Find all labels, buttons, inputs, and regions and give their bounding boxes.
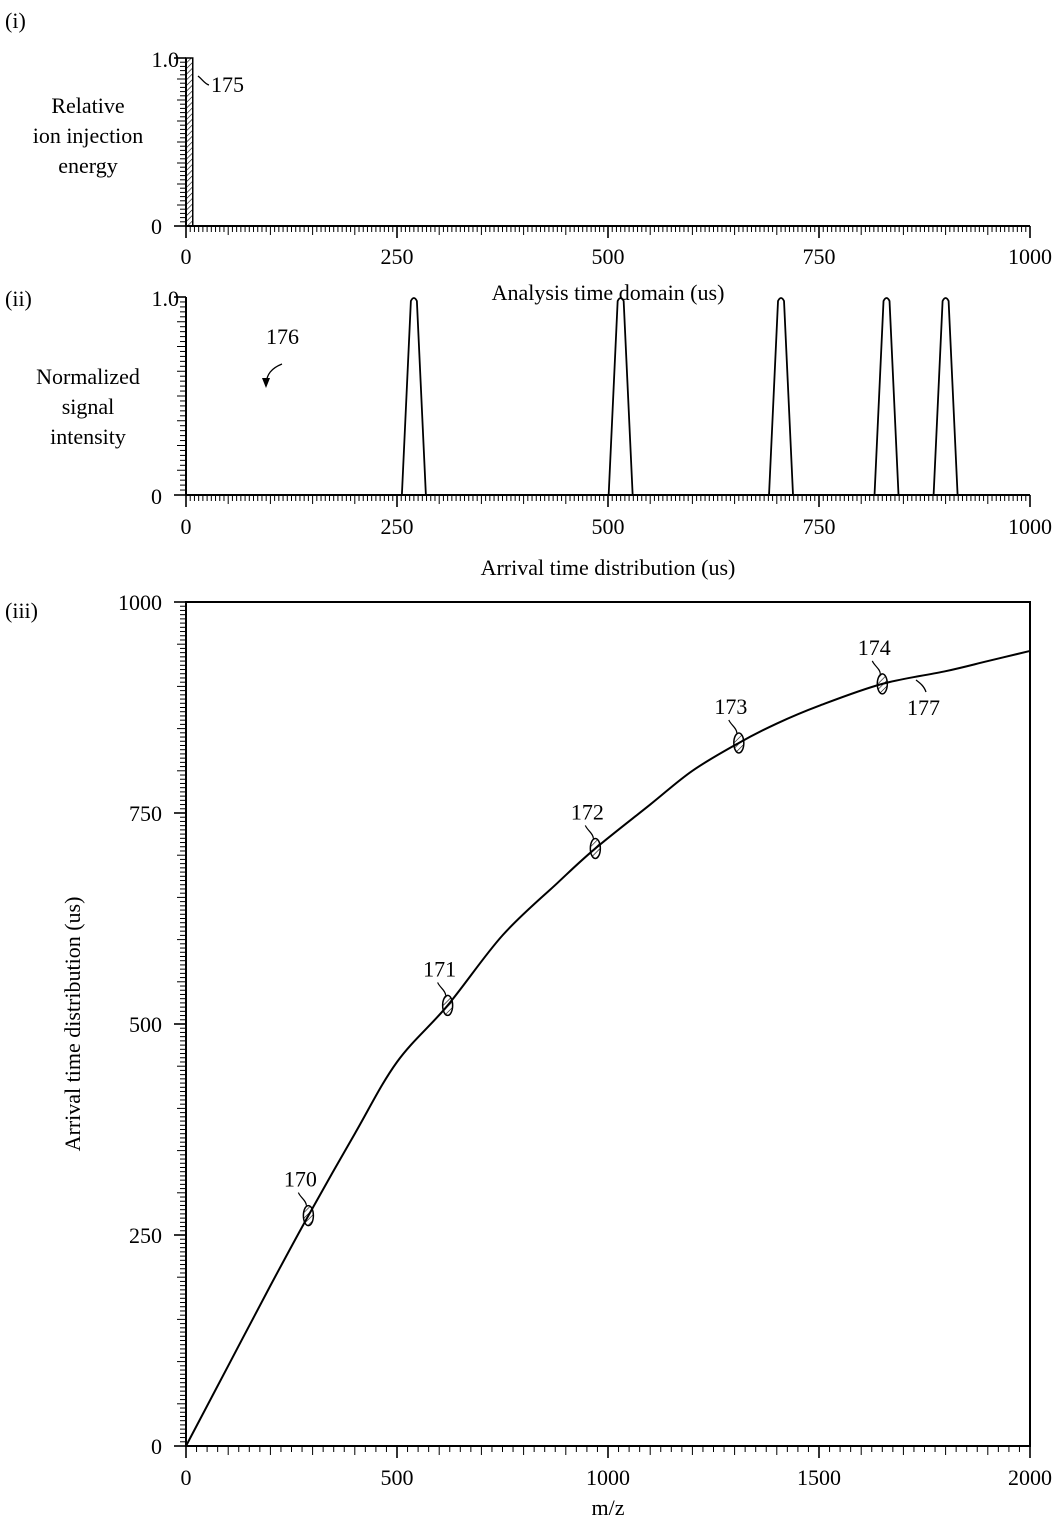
ref-177-label: 177 bbox=[907, 695, 940, 720]
panel-ii-label: (ii) bbox=[5, 286, 32, 311]
point-173 bbox=[733, 732, 745, 754]
panel-iii-xtick-500: 500 bbox=[381, 1465, 414, 1490]
panel-ii-xtick-500: 500 bbox=[592, 514, 625, 539]
ref-175-label: 175 bbox=[211, 72, 244, 97]
panel-ii-xtick-0: 0 bbox=[181, 514, 192, 539]
point-171-label: 171 bbox=[423, 956, 456, 981]
ref-177-leader bbox=[915, 679, 927, 693]
panel-iii-xtick-1000: 1000 bbox=[586, 1465, 630, 1490]
panel-ii-xtick-1000: 1000 bbox=[1008, 514, 1052, 539]
panel-iii-ytick-500: 500 bbox=[129, 1012, 162, 1037]
signal-peak-2 bbox=[607, 297, 634, 496]
panel-i-xtick-0: 0 bbox=[181, 244, 192, 269]
panel-ii: (ii) Normalized signal intensity 0 1.0 1… bbox=[5, 286, 1052, 580]
point-172-label: 172 bbox=[571, 799, 604, 824]
panel-ii-ticks bbox=[174, 296, 1031, 507]
ref-176-label: 176 bbox=[266, 324, 299, 349]
panel-i-ytick-0: 0 bbox=[151, 214, 162, 239]
panel-ii-ytick-0: 0 bbox=[151, 484, 162, 509]
panel-iii-ticks bbox=[174, 601, 1031, 1458]
panel-iii-xtick-1500: 1500 bbox=[797, 1465, 841, 1490]
point-170-label: 170 bbox=[284, 1167, 317, 1192]
panel-iii-xtick-2000: 2000 bbox=[1008, 1465, 1052, 1490]
panel-iii-plot-frame bbox=[185, 601, 1031, 1447]
signal-peak-5 bbox=[932, 297, 959, 496]
panel-ii-peaks bbox=[400, 297, 959, 496]
point-174-leader bbox=[871, 660, 881, 674]
panel-i-ticks bbox=[174, 57, 1031, 238]
point-171 bbox=[441, 994, 454, 1017]
panel-iii-xtick-labels: 0 500 1000 1500 2000 bbox=[181, 1465, 1053, 1490]
panel-i-xtick-750: 750 bbox=[803, 244, 836, 269]
panel-ii-xlabel: Arrival time distribution (us) bbox=[481, 555, 736, 580]
point-174-label: 174 bbox=[858, 635, 891, 660]
signal-peak-4 bbox=[873, 297, 900, 496]
panel-ii-xtick-750: 750 bbox=[803, 514, 836, 539]
panel-ii-xtick-labels: 0 250 500 750 1000 bbox=[181, 514, 1053, 539]
panel-i-xtick-1000: 1000 bbox=[1008, 244, 1052, 269]
point-172 bbox=[589, 837, 602, 860]
panel-ii-ytick-1: 1.0 bbox=[152, 286, 180, 311]
injection-energy-bar bbox=[185, 57, 194, 227]
panel-i-xtick-250: 250 bbox=[381, 244, 414, 269]
ref-175-leader bbox=[197, 75, 210, 86]
panel-ii-ylabel-line-2: signal bbox=[62, 394, 115, 419]
panel-iii-ytick-0: 0 bbox=[151, 1434, 162, 1459]
panel-i-ytick-1: 1.0 bbox=[152, 47, 180, 72]
point-172-leader bbox=[584, 825, 594, 839]
panel-ii-ylabel-line-1: Normalized bbox=[36, 364, 140, 389]
ref-176-leader bbox=[265, 363, 283, 387]
panel-ii-xtick-250: 250 bbox=[381, 514, 414, 539]
point-170 bbox=[302, 1204, 315, 1227]
panel-i: (i) Relative ion injection energy 0 1.0 … bbox=[5, 8, 1052, 305]
point-173-leader bbox=[728, 719, 738, 734]
panel-iii-ytick-250: 250 bbox=[129, 1223, 162, 1248]
panel-i-label: (i) bbox=[5, 8, 26, 33]
calibration-points: 170 171 172 173 174 bbox=[284, 635, 891, 1227]
point-171-leader bbox=[437, 982, 447, 996]
ref-176-arrowhead bbox=[262, 378, 270, 388]
panel-iii: (iii) 0 250 500 750 1000 Arrival time di… bbox=[5, 590, 1052, 1520]
point-173-label: 173 bbox=[714, 694, 747, 719]
panel-iii-xtick-0: 0 bbox=[181, 1465, 192, 1490]
calibration-curve bbox=[185, 649, 1031, 1447]
panel-i-xlabel: Analysis time domain (us) bbox=[492, 280, 725, 305]
signal-peak-3 bbox=[768, 297, 794, 496]
signal-peak-1 bbox=[400, 297, 427, 496]
panel-i-xtick-labels: 0 250 500 750 1000 bbox=[181, 244, 1053, 269]
panel-iii-label: (iii) bbox=[5, 598, 38, 623]
point-170-leader bbox=[297, 1192, 307, 1206]
panel-iii-ytick-1000: 1000 bbox=[118, 590, 162, 615]
panel-iii-ytick-labels: 0 250 500 750 1000 bbox=[118, 590, 162, 1459]
point-174 bbox=[876, 673, 889, 695]
panel-i-ylabel-line-3: energy bbox=[58, 153, 117, 178]
panel-iii-ytick-750: 750 bbox=[129, 801, 162, 826]
panel-ii-ylabel-line-3: intensity bbox=[50, 424, 126, 449]
panel-i-ylabel-line-2: ion injection bbox=[33, 123, 144, 148]
panel-i-ylabel-line-1: Relative bbox=[51, 93, 124, 118]
panel-iii-ylabel: Arrival time distribution (us) bbox=[60, 897, 85, 1152]
panel-i-xtick-500: 500 bbox=[592, 244, 625, 269]
panel-iii-xlabel: m/z bbox=[592, 1495, 625, 1520]
